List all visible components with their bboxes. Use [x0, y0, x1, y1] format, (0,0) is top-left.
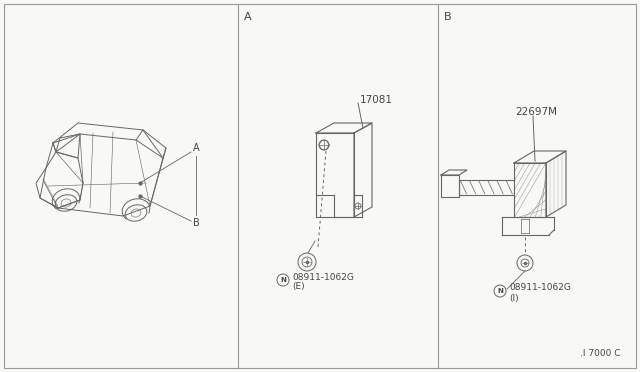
- Circle shape: [302, 257, 312, 267]
- Text: .I 7000 C: .I 7000 C: [579, 349, 620, 358]
- Ellipse shape: [61, 199, 71, 207]
- Text: 08911-1062G: 08911-1062G: [509, 283, 571, 292]
- Circle shape: [494, 285, 506, 297]
- Text: N: N: [280, 277, 286, 283]
- Circle shape: [521, 259, 529, 267]
- Text: (E): (E): [292, 282, 305, 292]
- Text: N: N: [497, 288, 503, 294]
- Circle shape: [277, 274, 289, 286]
- Circle shape: [319, 140, 329, 150]
- Text: (I): (I): [509, 294, 518, 302]
- Text: B: B: [444, 12, 452, 22]
- Text: A: A: [193, 143, 200, 153]
- Circle shape: [298, 253, 316, 271]
- Text: A: A: [244, 12, 252, 22]
- Text: 22697M: 22697M: [515, 107, 557, 117]
- Text: 08911-1062G: 08911-1062G: [292, 273, 354, 282]
- Ellipse shape: [131, 209, 141, 217]
- Text: 17081: 17081: [360, 95, 393, 105]
- Text: B: B: [193, 218, 200, 228]
- Ellipse shape: [125, 205, 147, 221]
- Ellipse shape: [55, 195, 77, 211]
- Circle shape: [517, 255, 533, 271]
- Circle shape: [355, 203, 361, 209]
